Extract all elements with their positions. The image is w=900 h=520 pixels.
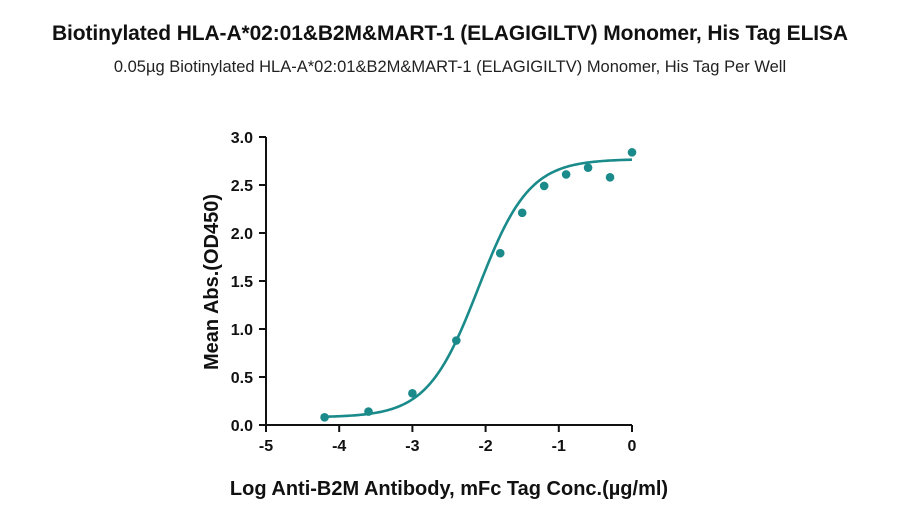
data-point [408, 389, 417, 398]
y-tick-label: 2.0 [231, 226, 253, 243]
y-tick-label: 0.5 [231, 370, 253, 387]
y-tick-label: 0.0 [231, 418, 253, 435]
x-tick-label: -2 [478, 438, 492, 455]
y-axis-label: Mean Abs.(OD450) [201, 194, 223, 370]
fit-curve [324, 158, 633, 419]
x-tick-label: -3 [405, 438, 419, 455]
chart-title: Biotinylated HLA-A*02:01&B2M&MART-1 (ELA… [51, 22, 849, 45]
x-tick-label: -4 [332, 438, 346, 455]
data-point [583, 163, 593, 173]
data-point [517, 208, 527, 218]
chart-subtitle: 0.05µg Biotinylated HLA-A*02:01&B2M&MART… [113, 58, 787, 76]
data-point [452, 336, 461, 345]
data-points-layer [320, 148, 637, 422]
y-tick-label: 1.0 [231, 322, 253, 339]
x-tick-label: -5 [259, 438, 273, 455]
axes: -5 -4 -3 -2 -1 0 0.0 0.5 1.0 1.5 2.0 2.5 3.0 [231, 130, 637, 455]
data-point [627, 148, 637, 157]
data-point [364, 407, 373, 416]
data-point [495, 248, 505, 258]
y-tick-label: 2.5 [231, 178, 253, 195]
x-tick-label: -1 [552, 438, 566, 455]
data-point [605, 173, 615, 182]
data-point [561, 170, 571, 179]
data-point [320, 413, 329, 422]
x-tick-label: 0 [628, 438, 637, 455]
y-tick-label: 1.5 [231, 274, 253, 291]
data-point [539, 181, 549, 191]
y-tick-label: 3.0 [231, 130, 253, 147]
fit-curve-layer [324, 158, 633, 419]
x-axis-label: Log Anti-B2M Antibody, mFc Tag Conc.(µg/… [230, 478, 668, 500]
